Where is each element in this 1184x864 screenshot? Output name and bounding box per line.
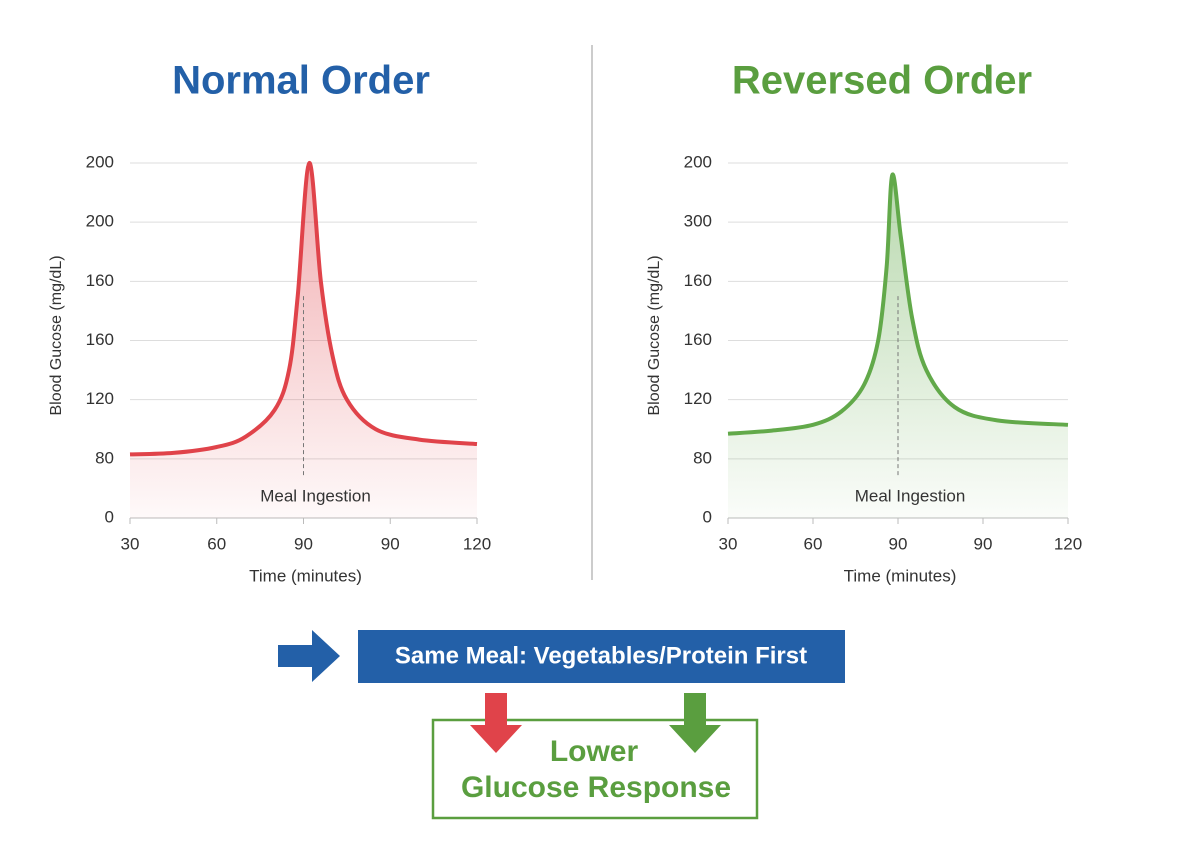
meal-box (358, 630, 845, 683)
annotation: Meal Ingestion (855, 486, 966, 505)
chart-title: Normal Order (172, 59, 430, 103)
y-tick-label: 0 (703, 507, 712, 526)
y-tick-label: 160 (86, 330, 114, 349)
x-tick-label: 30 (121, 534, 140, 553)
x-axis-label: Time (minutes) (844, 566, 957, 585)
x-tick-label: 120 (463, 534, 491, 553)
y-tick-label: 120 (684, 389, 712, 408)
down-arrow-green (669, 693, 721, 753)
down-arrow-red (470, 693, 522, 753)
y-tick-label: 200 (86, 152, 114, 171)
y-tick-label: 300 (684, 212, 712, 231)
result-line: Glucose Response (461, 771, 731, 804)
y-tick-label: 80 (95, 448, 114, 467)
chart-title: Reversed Order (732, 59, 1032, 103)
y-tick-label: 160 (86, 271, 114, 290)
x-tick-label: 90 (974, 534, 993, 553)
y-tick-label: 160 (684, 271, 712, 290)
x-axis-label: Time (minutes) (249, 566, 362, 585)
x-tick-label: 90 (381, 534, 400, 553)
x-tick-label: 90 (294, 534, 313, 553)
y-axis-label: Blood Gucose (mg/dL) (48, 255, 65, 415)
y-tick-label: 200 (684, 152, 712, 171)
line (727, 172, 1069, 436)
meal-text: Same Meal: Vegetables/Protein First (395, 642, 807, 669)
y-tick-label: 200 (86, 212, 114, 231)
result-line: Lower (550, 735, 639, 768)
line (129, 160, 478, 457)
y-tick-label: 120 (86, 389, 114, 408)
y-axis-label: Blood Gucose (mg/dL) (646, 255, 663, 415)
annotation: Meal Ingestion (260, 486, 371, 505)
x-tick-label: 30 (719, 534, 738, 553)
y-tick-label: 80 (693, 448, 712, 467)
y-tick-label: 160 (684, 330, 712, 349)
arrow (278, 630, 340, 682)
y-tick-label: 0 (105, 507, 114, 526)
x-tick-label: 60 (207, 534, 226, 553)
x-tick-label: 120 (1054, 534, 1082, 553)
x-tick-label: 60 (804, 534, 823, 553)
x-tick-label: 90 (889, 534, 908, 553)
